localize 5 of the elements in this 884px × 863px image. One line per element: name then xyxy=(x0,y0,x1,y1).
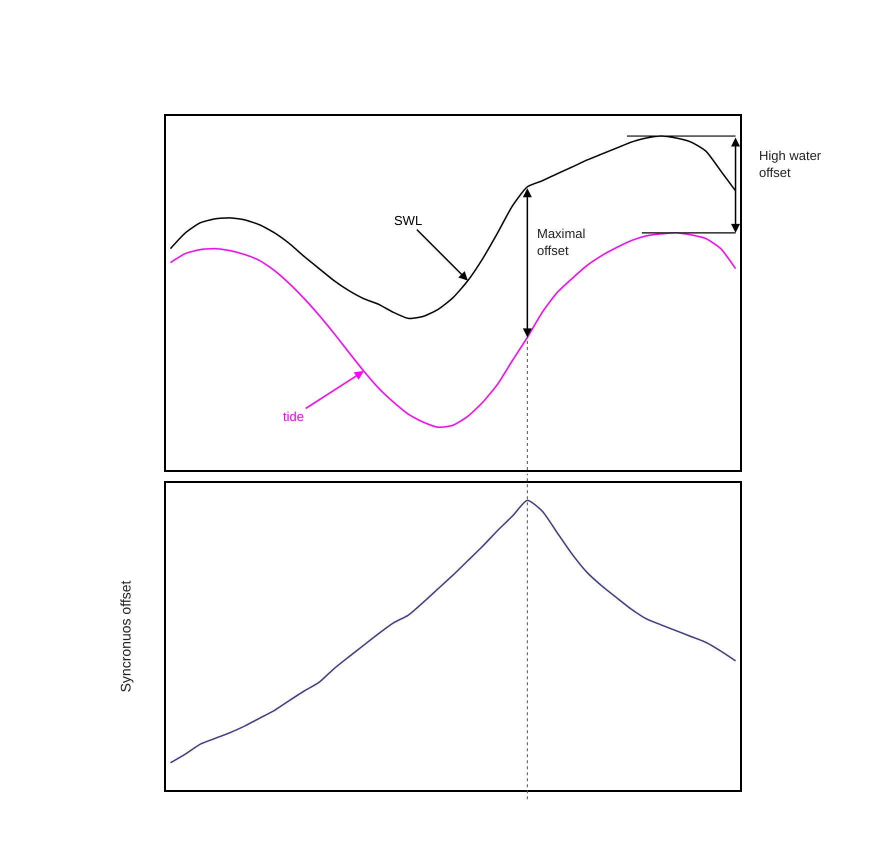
y-axis-title: Syncronuos offset xyxy=(117,580,134,692)
text: SWL xyxy=(394,213,422,228)
annotation: Maximal offset xyxy=(537,226,586,258)
text: tide xyxy=(283,409,304,424)
text: High water offset xyxy=(759,148,822,180)
